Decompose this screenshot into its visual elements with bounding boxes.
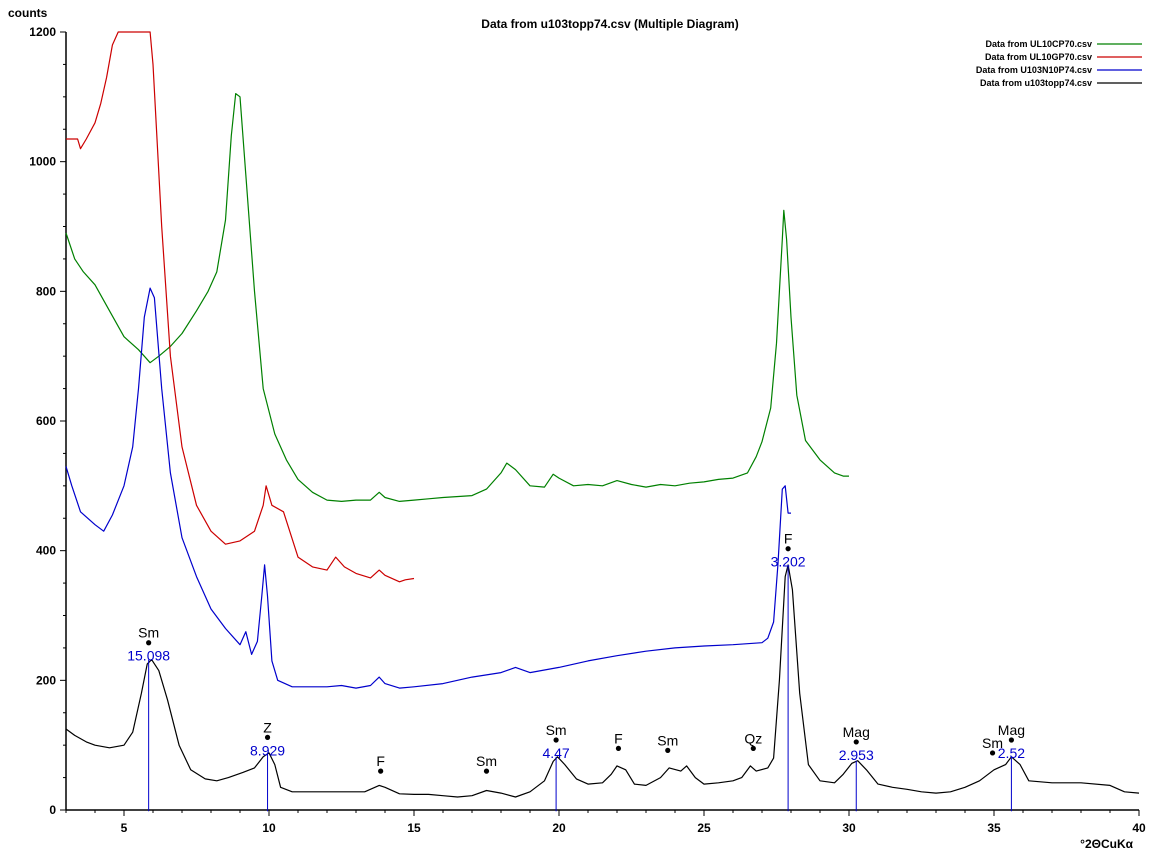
legend-label: Data from UL10GP70.csv	[985, 52, 1092, 62]
peak-d-spacing-label: 2.52	[998, 745, 1025, 761]
peak-mineral-label: Qz	[744, 730, 762, 746]
x-tick-label: 40	[1132, 821, 1146, 835]
series-line-1	[66, 31, 415, 583]
peak-mineral-label: Mag	[998, 722, 1025, 738]
series-line-0	[65, 93, 849, 502]
legend: Data from UL10CP70.csv Data from UL10GP70…	[976, 39, 1142, 88]
peak-dot	[483, 768, 490, 774]
peak-dot	[264, 734, 271, 740]
y-tick-label: 400	[36, 544, 56, 558]
peak-dot	[378, 768, 384, 774]
peak-dot	[1008, 737, 1015, 743]
chart-title: Data from u103topp74.csv (Multiple Diagr…	[481, 17, 738, 31]
x-tick-label: 15	[407, 821, 421, 835]
peak-mineral-label: Sm	[138, 625, 159, 641]
x-axis-label: °2ΘCuKα	[1080, 837, 1133, 851]
peak-dot	[146, 640, 152, 646]
peak-mineral-label: Sm	[982, 735, 1003, 751]
peak-mineral-label: F	[784, 531, 793, 547]
legend-label: Data from UL10CP70.csv	[985, 39, 1092, 49]
y-tick-label: 800	[36, 284, 56, 298]
y-axis-label: counts	[8, 6, 48, 20]
peak-mineral-label: Z	[263, 719, 272, 735]
legend-label: Data from u103topp74.csv	[980, 78, 1092, 88]
peak-d-spacing-label: 4.47	[542, 745, 569, 761]
peak-mineral-label: Sm	[476, 753, 497, 769]
y-tick-label: 1000	[29, 155, 56, 169]
y-tick-label: 1200	[29, 25, 56, 39]
peak-mineral-label: Mag	[843, 724, 870, 740]
x-tick-label: 20	[552, 821, 566, 835]
peak-d-spacing-label: 2.953	[839, 747, 874, 763]
peak-dot	[750, 745, 756, 752]
peak-d-spacing-label: 3.202	[771, 554, 806, 570]
peak-dot	[785, 546, 791, 552]
y-tick-label: 200	[36, 673, 56, 687]
y-tick-label: 600	[36, 414, 56, 428]
x-tick-label: 10	[262, 821, 276, 835]
x-tick-label: 25	[697, 821, 711, 835]
peak-mineral-label: Sm	[657, 732, 678, 748]
peak-dot	[989, 750, 996, 756]
axes: 0 200 400 600 800 1000 1200 5 10 15 20 25 30 35 40	[29, 25, 1146, 835]
peak-dot	[665, 747, 671, 753]
legend-label: Data from U103N10P74.csv	[976, 65, 1092, 75]
peak-dot	[853, 739, 859, 745]
y-tick-label: 0	[49, 803, 56, 817]
series-layer	[65, 31, 1140, 798]
series-line-3	[65, 564, 1140, 798]
peak-mineral-label: F	[614, 730, 623, 746]
peak-d-spacing-label: 8.929	[250, 742, 285, 758]
peak-mineral-label: Sm	[546, 722, 567, 738]
series-line-2	[65, 287, 791, 689]
peak-annotations: Sm 15.098 Z 8.929 F Sm Sm 4.47 F Sm Qz F 3.202 Mag 2.9…	[127, 531, 1025, 812]
peak-dot	[553, 737, 559, 743]
x-tick-label: 35	[987, 821, 1001, 835]
x-tick-label: 5	[121, 821, 128, 835]
peak-dot	[615, 745, 622, 752]
x-tick-label: 30	[842, 821, 856, 835]
peak-d-spacing-label: 15.098	[127, 648, 170, 664]
peak-mineral-label: F	[376, 753, 385, 769]
